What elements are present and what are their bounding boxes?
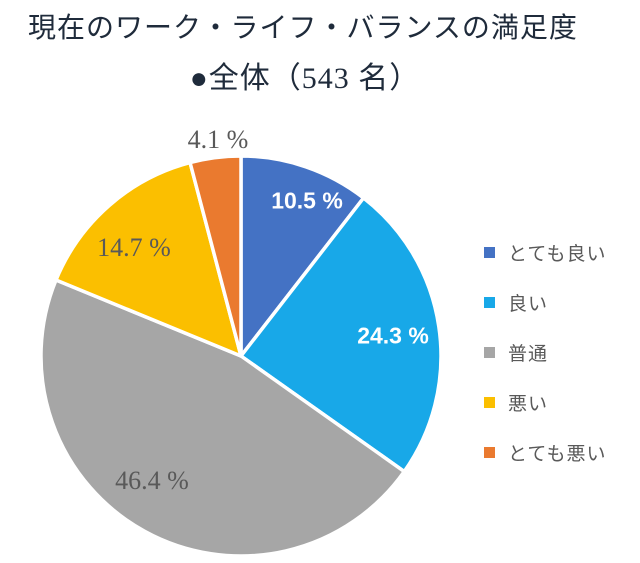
slice-label-very-good: 10.5 % [271,187,343,214]
pie-slice-3 [54,160,243,358]
legend-swatch-neutral [484,346,495,358]
pie-svg [39,154,443,558]
pie-slice-4 [188,154,243,358]
legend-item-very-good: とても良い [484,227,634,277]
legend-label: 普通 [508,343,549,365]
chart-legend: とても良い 良い 普通 悪い とても悪い [484,227,634,477]
pie-slice-1 [239,196,443,474]
legend-swatch-bad [484,396,495,408]
pie-slice-2 [39,278,407,558]
pie-slice-0 [239,154,366,358]
legend-item-bad: 悪い [484,377,634,427]
slice-label-good: 24.3 % [357,322,429,349]
legend-label: とても悪い [508,443,607,465]
legend-swatch-good [484,296,495,308]
legend-item-very-bad: とても悪い [484,427,634,477]
slice-label-neutral: 46.4 % [115,466,189,495]
legend-swatch-very-bad [484,446,495,458]
legend-label: 良い [508,293,549,315]
legend-item-neutral: 普通 [484,327,634,377]
legend-item-good: 良い [484,277,634,327]
legend-label: 悪い [508,393,549,415]
slice-label-bad: 14.7 % [97,233,171,262]
chart-title: 現在のワーク・ライフ・バランスの満足度 [28,13,578,44]
chart-subtitle: ●全体（543 名） [189,62,421,95]
slice-label-very-bad: 4.1 % [187,125,249,154]
pie-plot-area [0,110,640,563]
legend-label: とても良い [508,243,607,265]
legend-swatch-very-good [484,246,495,258]
